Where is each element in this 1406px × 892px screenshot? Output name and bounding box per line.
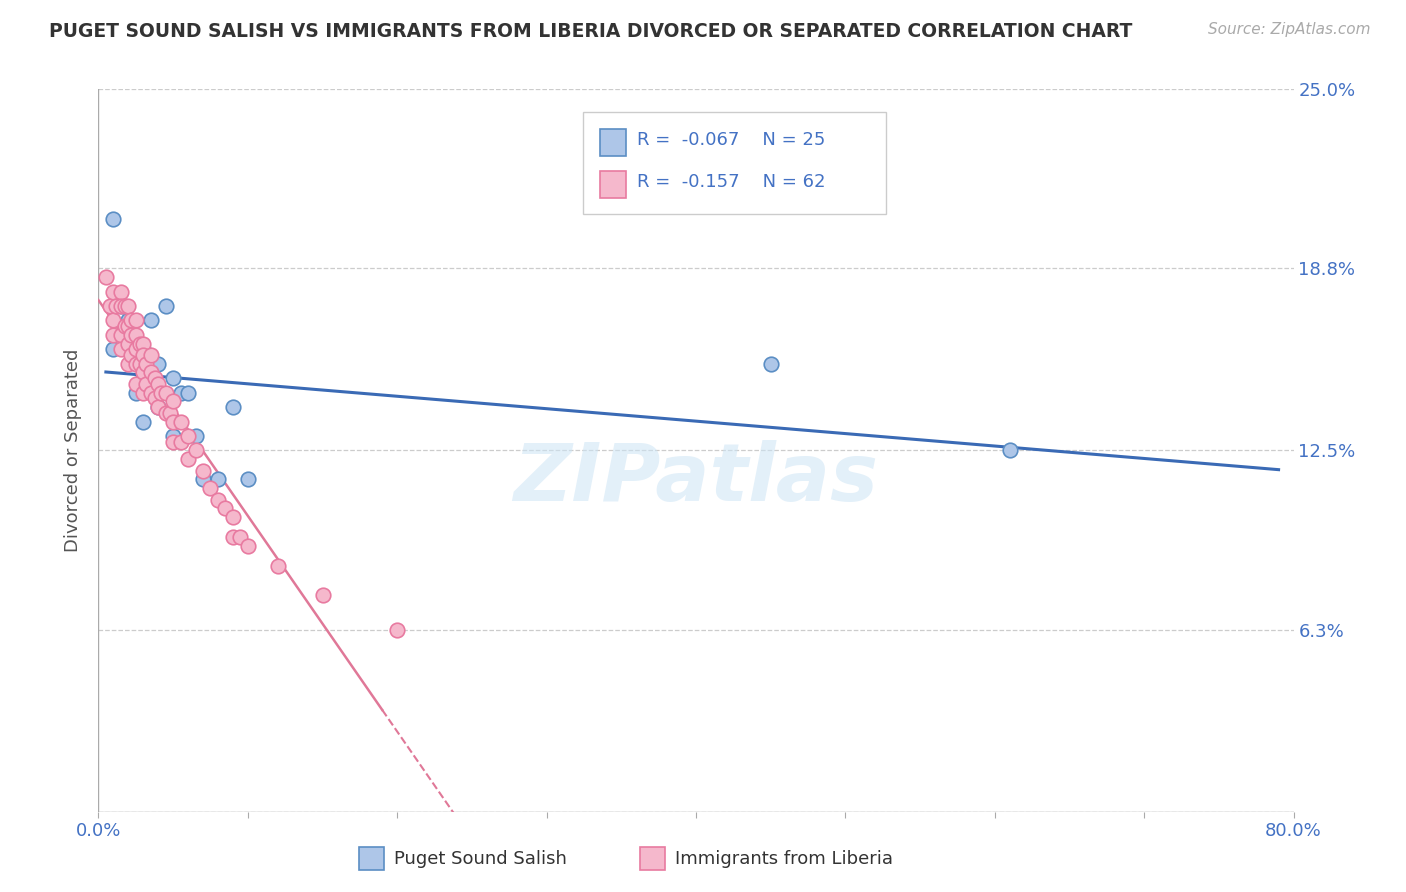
Point (132, 385, 155, 400)
Point (125, 343, 148, 357)
Point (132, 415, 155, 429)
Point (200, 481, 222, 495)
Point (207, 492, 229, 507)
Point (103, 343, 125, 357)
Point (139, 313, 162, 327)
Text: Puget Sound Salish: Puget Sound Salish (394, 850, 567, 868)
Point (125, 327, 148, 342)
Point (222, 510, 245, 524)
Point (132, 343, 155, 357)
Point (148, 400, 170, 414)
Point (222, 530, 245, 544)
Point (110, 343, 132, 357)
Point (120, 327, 142, 342)
Point (191, 472, 214, 486)
Point (125, 357, 148, 371)
Point (125, 385, 148, 400)
Point (125, 376, 148, 391)
Point (125, 343, 148, 357)
Point (139, 385, 162, 400)
Point (120, 348, 142, 362)
Point (103, 212, 125, 227)
Point (117, 319, 139, 334)
Point (143, 392, 166, 406)
Point (207, 472, 229, 486)
Point (117, 336, 139, 351)
Point (103, 285, 125, 299)
Text: ZIPatlas: ZIPatlas (513, 441, 879, 518)
Point (311, 588, 333, 602)
Point (162, 371, 184, 385)
Point (229, 530, 252, 544)
Point (191, 464, 214, 478)
Point (132, 336, 155, 351)
Point (214, 501, 236, 516)
Point (236, 539, 259, 553)
Point (155, 406, 177, 420)
Y-axis label: Divorced or Separated: Divorced or Separated (65, 349, 83, 552)
Text: Source: ZipAtlas.com: Source: ZipAtlas.com (1208, 22, 1371, 37)
Point (117, 313, 139, 327)
Point (162, 394, 184, 409)
Point (114, 319, 136, 334)
Point (169, 415, 191, 429)
Point (998, 443, 1021, 458)
Point (177, 385, 200, 400)
Point (155, 299, 177, 313)
Point (177, 429, 200, 443)
Point (148, 376, 170, 391)
Point (159, 406, 181, 420)
Point (129, 357, 152, 371)
Point (103, 313, 125, 327)
Point (169, 434, 191, 449)
Point (94, 270, 117, 285)
Point (132, 366, 155, 380)
Point (143, 371, 166, 385)
Point (184, 429, 207, 443)
Text: Immigrants from Liberia: Immigrants from Liberia (675, 850, 893, 868)
Text: R =  -0.067    N = 25: R = -0.067 N = 25 (637, 131, 825, 149)
Point (135, 357, 157, 371)
Point (139, 348, 162, 362)
Point (148, 357, 170, 371)
Point (385, 623, 409, 637)
Point (125, 313, 148, 327)
Point (98, 299, 122, 313)
Point (132, 371, 155, 385)
Point (222, 400, 245, 414)
Point (169, 385, 191, 400)
Point (129, 336, 152, 351)
Point (759, 357, 782, 371)
Point (155, 385, 177, 400)
Point (162, 415, 184, 429)
Point (120, 313, 142, 327)
Point (162, 434, 184, 449)
Point (132, 348, 155, 362)
Text: R =  -0.157    N = 62: R = -0.157 N = 62 (637, 173, 825, 191)
Point (110, 285, 132, 299)
Point (139, 357, 162, 371)
Point (110, 327, 132, 342)
Point (236, 472, 259, 486)
Point (103, 327, 125, 342)
Point (117, 299, 139, 313)
Point (114, 299, 136, 313)
Point (117, 357, 139, 371)
Point (184, 443, 207, 458)
Point (135, 376, 157, 391)
Text: PUGET SOUND SALISH VS IMMIGRANTS FROM LIBERIA DIVORCED OR SEPARATED CORRELATION : PUGET SOUND SALISH VS IMMIGRANTS FROM LI… (49, 22, 1133, 41)
Point (177, 452, 200, 467)
Point (267, 559, 290, 574)
Point (110, 299, 132, 313)
Point (139, 366, 162, 380)
Point (110, 299, 132, 313)
Point (150, 385, 173, 400)
Point (162, 429, 184, 443)
Point (148, 400, 170, 414)
Point (105, 299, 128, 313)
